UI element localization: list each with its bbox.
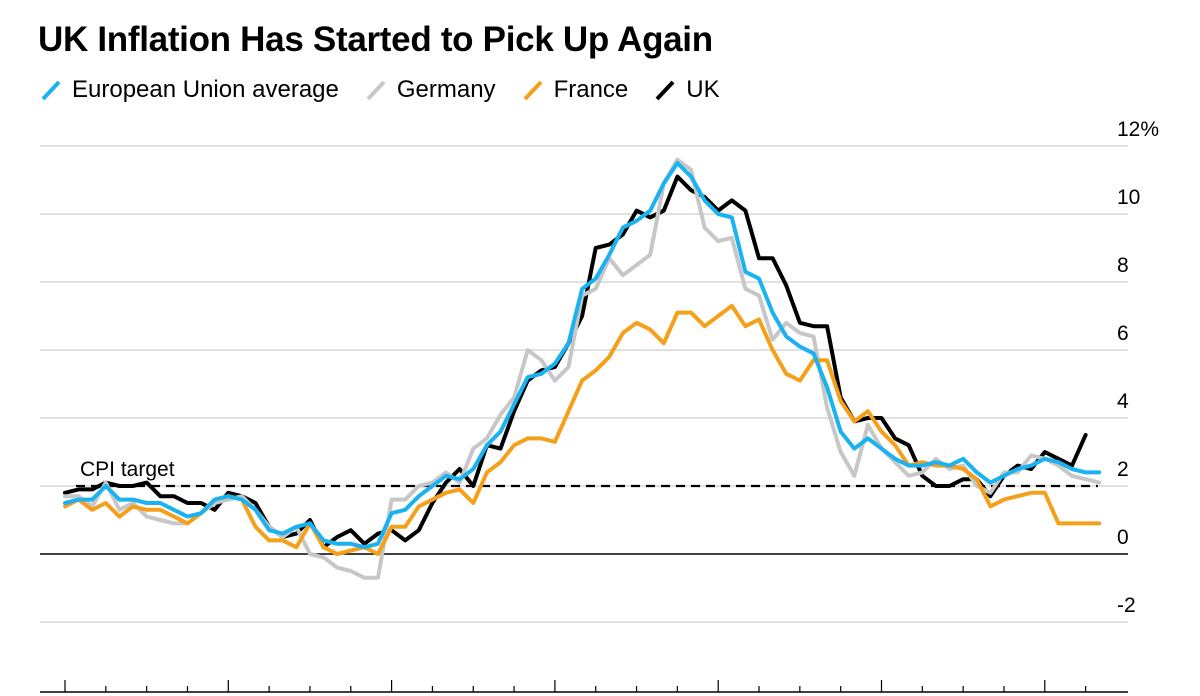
legend-item-france: France (522, 76, 629, 104)
series-lines (63, 157, 1102, 580)
legend: European Union average Germany France UK (40, 76, 746, 104)
x-axis: 2019202020212022202320242025 (40, 680, 1128, 693)
series-line-uk (63, 174, 1088, 550)
y-tick-label: 12% (1117, 118, 1159, 141)
cpi-target: CPI target (76, 458, 1098, 488)
y-tick-label: 6 (1117, 322, 1129, 345)
legend-swatch-uk (655, 80, 675, 101)
legend-swatch-france (523, 80, 543, 101)
series-line-germany (63, 157, 1102, 580)
series-line-eu (63, 161, 1102, 550)
legend-item-germany: Germany (365, 76, 496, 104)
gridlines (40, 145, 1128, 623)
legend-item-eu: European Union average (40, 76, 339, 104)
y-tick-label: -2 (1117, 594, 1136, 617)
y-tick-label: 2 (1117, 458, 1129, 481)
legend-label-uk: UK (686, 76, 720, 103)
y-axis-labels: 12% 10 8 6 4 2 0 -2 (1117, 118, 1159, 617)
series-line-france (63, 303, 1102, 556)
y-tick-label: 10 (1117, 186, 1140, 209)
y-tick-label: 8 (1117, 254, 1129, 277)
cpi-target-label: CPI target (80, 458, 175, 481)
chart-title: UK Inflation Has Started to Pick Up Agai… (38, 20, 713, 59)
y-tick-label: 0 (1117, 526, 1129, 549)
legend-swatch-germany (366, 80, 386, 101)
legend-label-france: France (553, 76, 629, 103)
y-tick-label: 4 (1117, 390, 1129, 413)
legend-label-eu: European Union average (72, 76, 339, 103)
legend-label-germany: Germany (396, 76, 496, 103)
legend-swatch-eu (41, 80, 61, 101)
legend-item-uk: UK (654, 76, 720, 104)
